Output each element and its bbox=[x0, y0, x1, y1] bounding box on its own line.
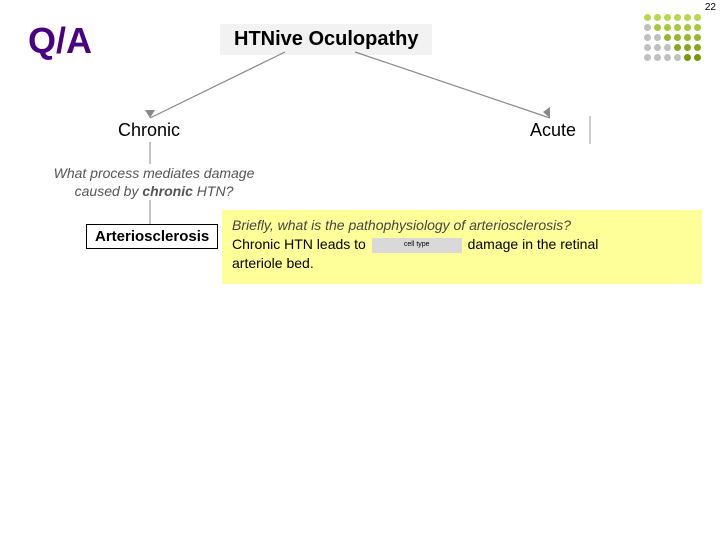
answer-post: damage in the retinal bbox=[464, 236, 599, 252]
pathophys-answer-line1: Chronic HTN leads to cell type damage in… bbox=[232, 235, 692, 254]
q1-line2a: caused by bbox=[75, 183, 143, 199]
blank-cell-type[interactable]: cell type bbox=[372, 238, 462, 253]
q1-bold: chronic bbox=[142, 183, 193, 199]
qa-label: Q/A bbox=[28, 20, 92, 62]
chronic-label: Chronic bbox=[118, 120, 180, 141]
pathophys-question: Briefly, what is the pathophysiology of … bbox=[232, 216, 692, 235]
pathophysiology-qa-box: Briefly, what is the pathophysiology of … bbox=[222, 210, 702, 284]
q1-line2b: HTN? bbox=[193, 183, 233, 199]
pathophys-answer-line2: arteriole bed. bbox=[232, 254, 692, 273]
dot-grid-decoration bbox=[644, 14, 702, 62]
acute-label: Acute bbox=[530, 120, 576, 141]
blank-hint: cell type bbox=[404, 240, 430, 249]
answer-pre: Chronic HTN leads to bbox=[232, 236, 370, 252]
arteriosclerosis-box: Arteriosclerosis bbox=[86, 224, 218, 249]
question-chronic-process: What process mediates damage caused by c… bbox=[24, 164, 284, 200]
q1-line1: What process mediates damage bbox=[54, 165, 255, 181]
title-box: HTNive Oculopathy bbox=[220, 24, 432, 55]
slide-number: 22 bbox=[705, 2, 716, 13]
